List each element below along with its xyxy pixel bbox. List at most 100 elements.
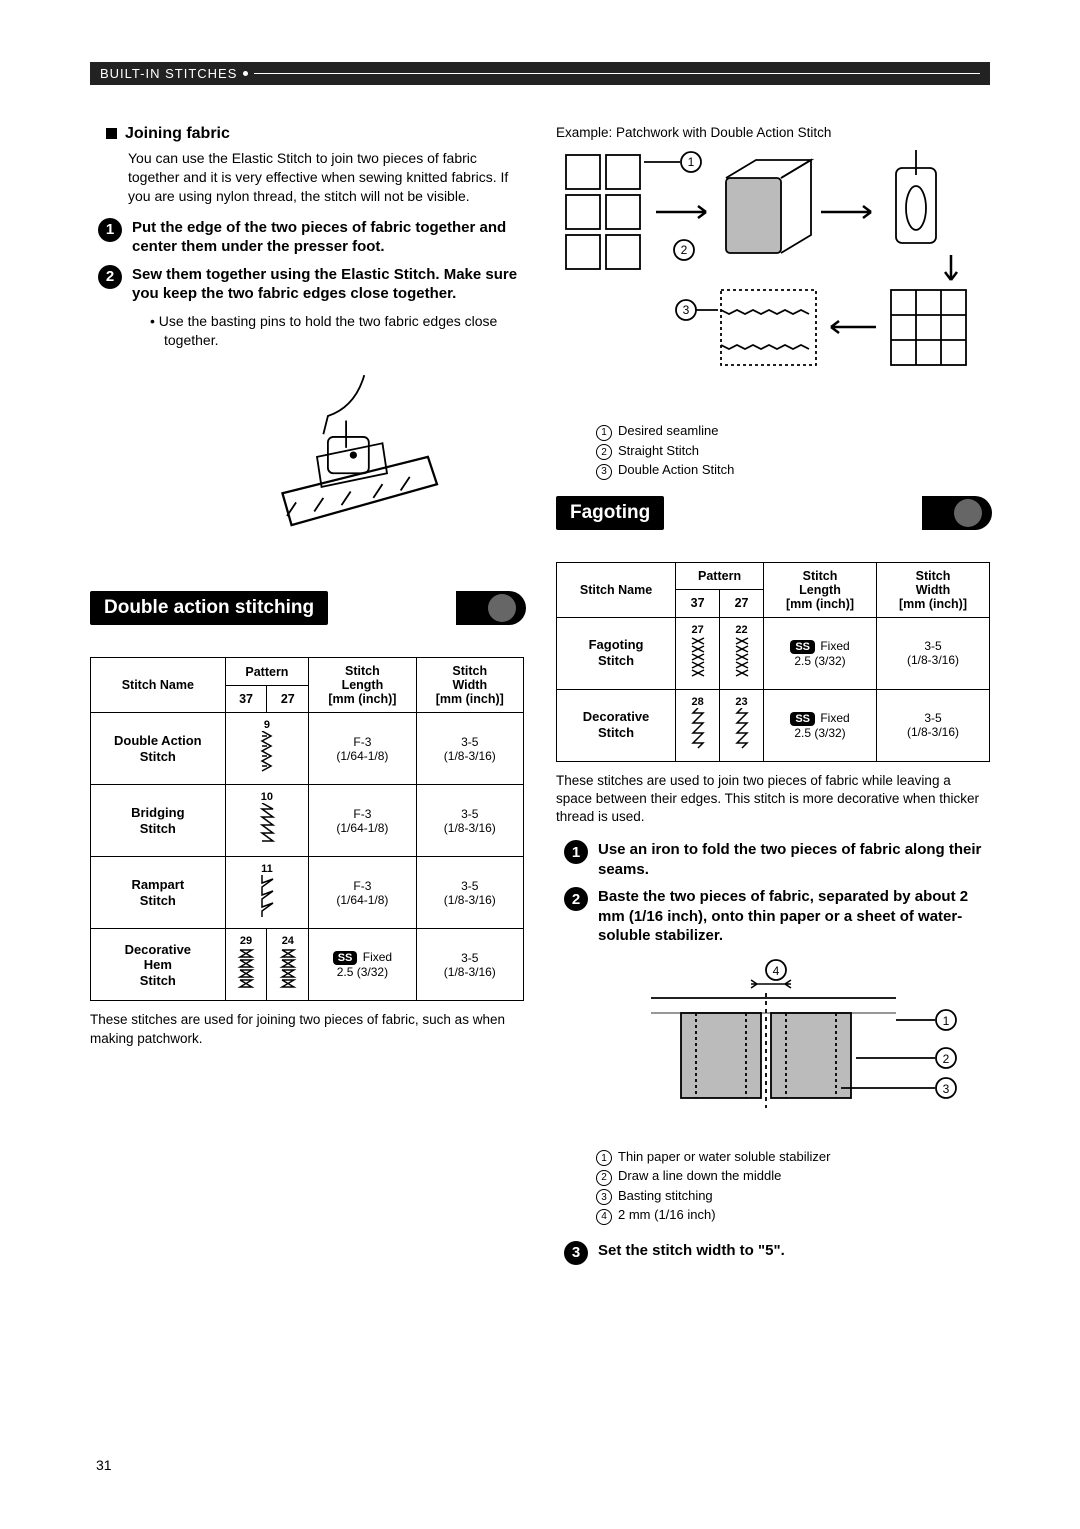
length-cell: F-3(1/64-1/8): [309, 713, 416, 785]
double-action-tbody: Double ActionStitch 9 F-3(1/64-1/8) 3-5(…: [91, 713, 524, 1001]
pattern-37-cell: 29: [225, 929, 267, 1001]
right-step-2-text: Baste the two pieces of fabric, separate…: [598, 887, 990, 946]
th-length-2: StitchLength[mm (inch)]: [764, 562, 877, 617]
bullet-basting: • Use the basting pins to hold the two f…: [150, 312, 524, 350]
length-cell: SS Fixed2.5 (3/32): [764, 689, 877, 761]
svg-text:1: 1: [688, 155, 695, 169]
th-pattern-2: Pattern: [676, 562, 764, 590]
width-cell: 3-5(1/8-3/16): [876, 617, 989, 689]
joining-title: Joining fabric: [90, 125, 524, 143]
length-cell: SS Fixed2.5 (3/32): [764, 617, 877, 689]
square-bullet-icon: [106, 128, 117, 139]
table-row: RampartStitch 11 F-3(1/64-1/8) 3-5(1/8-3…: [91, 857, 524, 929]
step-1-text: Put the edge of the two pieces of fabric…: [132, 218, 524, 257]
pattern-27-cell: 22: [720, 617, 764, 689]
pattern-27-cell: 24: [267, 929, 309, 1001]
page: BUILT-IN STITCHES Joining fabric You can…: [0, 0, 1080, 1529]
pattern-37-cell: 9: [225, 713, 309, 785]
width-cell: 3-5(1/8-3/16): [416, 857, 523, 929]
right-step-3-badge: 3: [564, 1241, 588, 1265]
header-line: [254, 73, 980, 74]
patchwork-diagram: 1: [556, 150, 990, 413]
legend-item: 42 mm (1/16 inch): [596, 1205, 990, 1225]
pattern-37-cell: 10: [225, 785, 309, 857]
right-column: Example: Patchwork with Double Action St…: [556, 125, 990, 1273]
right-step-2-badge: 2: [564, 887, 588, 911]
double-action-table: Stitch Name Pattern StitchLength[mm (inc…: [90, 657, 524, 1001]
length-cell: SS Fixed2.5 (3/32): [309, 929, 416, 1001]
step-2: 2 Sew them together using the Elastic St…: [90, 265, 524, 304]
th-27-2: 27: [720, 590, 764, 618]
right-step-3-text: Set the stitch width to "5".: [598, 1241, 785, 1265]
double-action-note: These stitches are used for joining two …: [90, 1011, 524, 1047]
fagoting-note: These stitches are used to join two piec…: [556, 772, 990, 827]
presser-foot-illustration: [150, 361, 524, 571]
svg-text:1: 1: [943, 1014, 950, 1028]
length-cell: F-3(1/64-1/8): [309, 857, 416, 929]
stitch-name-cell: Double ActionStitch: [91, 713, 226, 785]
svg-text:2: 2: [943, 1052, 950, 1066]
legend-item: 2Straight Stitch: [596, 441, 990, 461]
pattern-27-cell: 23: [720, 689, 764, 761]
section-title-double: Double action stitching: [90, 591, 328, 625]
step-2-text: Sew them together using the Elastic Stit…: [132, 265, 524, 304]
right-step-1-badge: 1: [564, 840, 588, 864]
th-27: 27: [267, 685, 309, 713]
header-bar: BUILT-IN STITCHES: [90, 62, 990, 85]
legend-item: 2Draw a line down the middle: [596, 1166, 990, 1186]
width-cell: 3-5(1/8-3/16): [416, 785, 523, 857]
svg-text:4: 4: [773, 964, 780, 978]
joining-paragraph: You can use the Elastic Stitch to join t…: [90, 149, 524, 206]
width-cell: 3-5(1/8-3/16): [416, 713, 523, 785]
tab-circle-2: [954, 499, 982, 527]
section-fagoting: Fagoting: [556, 496, 990, 546]
th-name-2: Stitch Name: [557, 562, 676, 617]
legend-item: 1Thin paper or water soluble stabilizer: [596, 1147, 990, 1167]
legend-item: 3Basting stitching: [596, 1186, 990, 1206]
right-step-3: 3 Set the stitch width to "5".: [556, 1241, 990, 1265]
stitch-name-cell: DecorativeHemStitch: [91, 929, 226, 1001]
section-title-fagoting: Fagoting: [556, 496, 664, 530]
th-pattern: Pattern: [225, 658, 309, 686]
bullet-text: Use the basting pins to hold the two fab…: [159, 313, 498, 348]
table-row: Double ActionStitch 9 F-3(1/64-1/8) 3-5(…: [91, 713, 524, 785]
header-title: BUILT-IN STITCHES: [100, 66, 237, 81]
fagoting-diagram: 4 1 2 3: [596, 958, 990, 1141]
th-width: StitchWidth[mm (inch)]: [416, 658, 523, 713]
table-row: DecorativeHemStitch 29 24 SS Fixed2.5 (3…: [91, 929, 524, 1001]
legend-1: 1Desired seamline2Straight Stitch3Double…: [596, 421, 990, 480]
step-2-badge: 2: [98, 265, 122, 289]
stitch-name-cell: DecorativeStitch: [557, 689, 676, 761]
right-step-1-text: Use an iron to fold the two pieces of fa…: [598, 840, 990, 879]
width-cell: 3-5(1/8-3/16): [876, 689, 989, 761]
right-step-2: 2 Baste the two pieces of fabric, separa…: [556, 887, 990, 946]
header-dot: [243, 71, 248, 76]
pattern-37-cell: 27: [676, 617, 720, 689]
fagoting-svg: 4 1 2 3: [596, 958, 976, 1138]
fagoting-table: Stitch Name Pattern StitchLength[mm (inc…: [556, 562, 990, 762]
example-title: Example: Patchwork with Double Action St…: [556, 125, 990, 140]
right-step-1: 1 Use an iron to fold the two pieces of …: [556, 840, 990, 879]
columns: Joining fabric You can use the Elastic S…: [90, 125, 990, 1273]
svg-text:2: 2: [681, 243, 688, 257]
table-row: BridgingStitch 10 F-3(1/64-1/8) 3-5(1/8-…: [91, 785, 524, 857]
step-1-badge: 1: [98, 218, 122, 242]
pattern-37-cell: 11: [225, 857, 309, 929]
th-name: Stitch Name: [91, 658, 226, 713]
stitch-name-cell: FagotingStitch: [557, 617, 676, 689]
table-row: DecorativeStitch 28 23 SS Fixed2.5 (3/32…: [557, 689, 990, 761]
joining-title-text: Joining fabric: [125, 125, 230, 142]
legend-2: 1Thin paper or water soluble stabilizer2…: [596, 1147, 990, 1225]
th-length: StitchLength[mm (inch)]: [309, 658, 416, 713]
svg-text:3: 3: [683, 303, 690, 317]
th-width-2: StitchWidth[mm (inch)]: [876, 562, 989, 617]
stitch-name-cell: RampartStitch: [91, 857, 226, 929]
section-double-action: Double action stitching: [90, 591, 524, 641]
legend-item: 1Desired seamline: [596, 421, 990, 441]
legend-item: 3Double Action Stitch: [596, 460, 990, 480]
pattern-37-cell: 28: [676, 689, 720, 761]
page-number: 31: [96, 1457, 112, 1473]
table-row: FagotingStitch 27 22 SS Fixed2.5 (3/32) …: [557, 617, 990, 689]
th-37: 37: [225, 685, 267, 713]
patchwork-svg: 1: [556, 150, 976, 410]
